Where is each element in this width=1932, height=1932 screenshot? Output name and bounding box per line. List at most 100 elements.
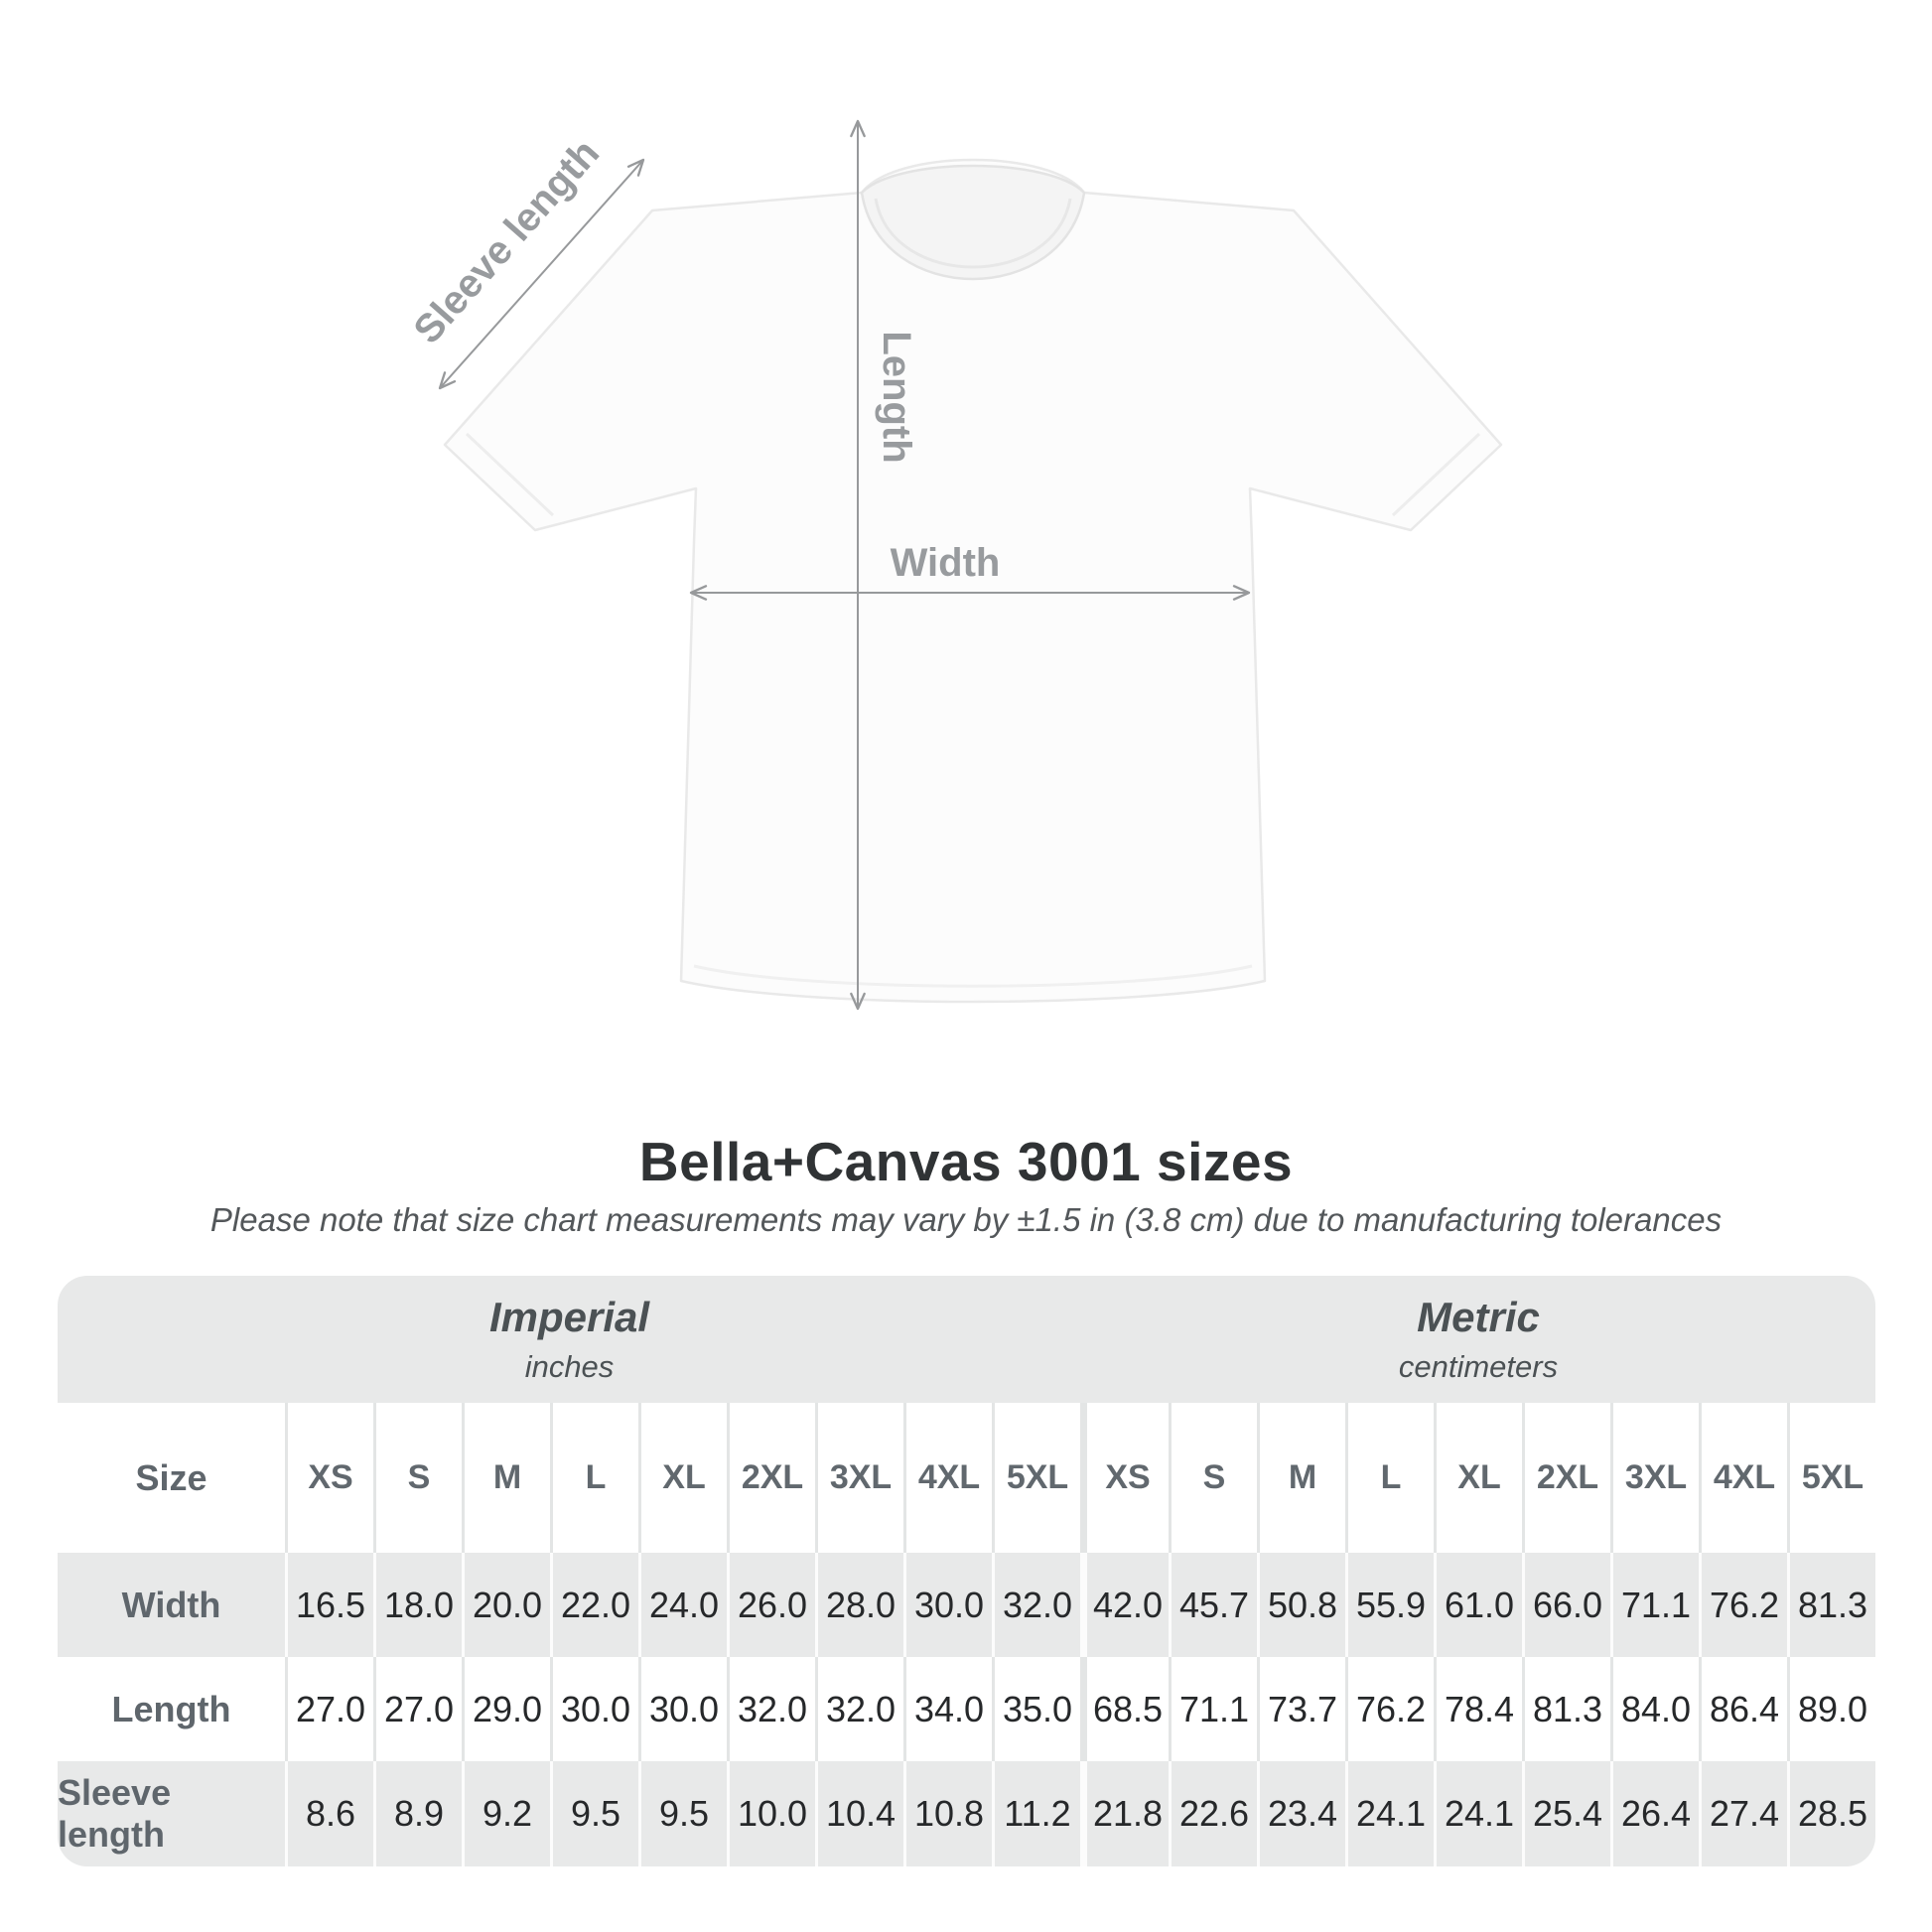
- measurement-cell: 9.5: [638, 1761, 727, 1866]
- measurement-cell: 16.5: [285, 1553, 373, 1657]
- measurement-cell: 30.0: [903, 1553, 992, 1657]
- width-label: Width: [891, 541, 1001, 585]
- table-row-sleeve-length: Sleeve length 8.6 8.9 9.2 9.5 9.5 10.0 1…: [58, 1761, 1875, 1866]
- measurement-cell: 68.5: [1080, 1657, 1169, 1761]
- size-col-header: S: [1169, 1403, 1257, 1553]
- table-row-width: Width 16.5 18.0 20.0 22.0 24.0 26.0 28.0…: [58, 1553, 1875, 1657]
- measurement-cell: 78.4: [1434, 1657, 1522, 1761]
- measurement-cell: 86.4: [1699, 1657, 1787, 1761]
- measurement-cell: 11.2: [992, 1761, 1080, 1866]
- size-col-header: S: [373, 1403, 462, 1553]
- measurement-cell: 42.0: [1080, 1553, 1169, 1657]
- measurement-cell: 71.1: [1610, 1553, 1699, 1657]
- size-table: Imperial inches Metric centimeters Size …: [58, 1276, 1875, 1866]
- tshirt-collar: [860, 164, 1086, 281]
- size-col-header: 4XL: [1699, 1403, 1787, 1553]
- size-col-header: 3XL: [1610, 1403, 1699, 1553]
- measurement-cell: 10.8: [903, 1761, 992, 1866]
- measurement-cell: 24.0: [638, 1553, 727, 1657]
- measurement-cell: 50.8: [1257, 1553, 1345, 1657]
- page-title: Bella+Canvas 3001 sizes: [638, 1131, 1294, 1192]
- measurement-cell: 23.4: [1257, 1761, 1345, 1866]
- measurement-cell: 9.2: [462, 1761, 550, 1866]
- measurement-cell: 27.4: [1699, 1761, 1787, 1866]
- measurement-cell: 34.0: [903, 1657, 992, 1761]
- size-col-header: M: [462, 1403, 550, 1553]
- measurement-cell: 30.0: [638, 1657, 727, 1761]
- table-row-length: Length 27.0 27.0 29.0 30.0 30.0 32.0 32.…: [58, 1657, 1875, 1761]
- measurement-cell: 8.9: [373, 1761, 462, 1866]
- measurement-cell: 10.4: [815, 1761, 903, 1866]
- imperial-unit: inches: [524, 1349, 615, 1384]
- tshirt-measurement-diagram: Width Length Sleeve length: [405, 119, 1503, 1011]
- size-col-header: XL: [1434, 1403, 1522, 1553]
- metric-unit: centimeters: [1398, 1349, 1559, 1384]
- measurement-cell: 8.6: [285, 1761, 373, 1866]
- length-label: Length: [875, 331, 918, 463]
- measurement-cell: 24.1: [1345, 1761, 1434, 1866]
- metric-label: Metric: [1417, 1294, 1540, 1340]
- size-col-header: 4XL: [903, 1403, 992, 1553]
- measurement-cell: 84.0: [1610, 1657, 1699, 1761]
- metric-group-header: Metric centimeters: [1081, 1276, 1875, 1403]
- row-label: Width: [121, 1584, 221, 1625]
- measurement-cell: 29.0: [462, 1657, 550, 1761]
- size-col-header: XS: [285, 1403, 373, 1553]
- measurement-cell: 32.0: [815, 1657, 903, 1761]
- row-label: Length: [111, 1688, 231, 1729]
- imperial-label: Imperial: [488, 1294, 650, 1340]
- measurement-cell: 73.7: [1257, 1657, 1345, 1761]
- size-col-header: L: [550, 1403, 638, 1553]
- size-col-header: L: [1345, 1403, 1434, 1553]
- size-row-label: Size: [135, 1456, 207, 1498]
- measurement-cell: 76.2: [1699, 1553, 1787, 1657]
- measurement-cell: 18.0: [373, 1553, 462, 1657]
- size-col-header: 2XL: [727, 1403, 815, 1553]
- imperial-group-header: Imperial inches: [58, 1276, 1081, 1403]
- measurement-cell: 81.3: [1522, 1657, 1610, 1761]
- size-col-header: 5XL: [1787, 1403, 1875, 1553]
- measurement-cell: 22.0: [550, 1553, 638, 1657]
- right-sleeve-seam: [1391, 432, 1481, 517]
- measurement-cell: 25.4: [1522, 1761, 1610, 1866]
- measurement-cell: 10.0: [727, 1761, 815, 1866]
- measurement-cell: 35.0: [992, 1657, 1080, 1761]
- measurement-cell: 20.0: [462, 1553, 550, 1657]
- measurement-cell: 28.5: [1787, 1761, 1875, 1866]
- table-row-size-header: Size XS S M L XL 2XL 3XL 4XL 5XL XS S M …: [58, 1403, 1875, 1553]
- measurement-cell: 76.2: [1345, 1657, 1434, 1761]
- size-col-header: M: [1257, 1403, 1345, 1553]
- size-col-header: 3XL: [815, 1403, 903, 1553]
- collar-ribbing-seam: [874, 198, 1072, 269]
- sleeve-dimension-arrow: [438, 158, 645, 390]
- row-label: Sleeve length: [58, 1772, 172, 1855]
- measurement-cell: 45.7: [1169, 1553, 1257, 1657]
- measurement-cell: 9.5: [550, 1761, 638, 1866]
- size-col-header: XS: [1080, 1403, 1169, 1553]
- measurement-cell: 27.0: [373, 1657, 462, 1761]
- measurement-cell: 26.0: [727, 1553, 815, 1657]
- tshirt-illustration: [443, 158, 1503, 1004]
- tolerance-note: Please note that size chart measurements…: [209, 1201, 1723, 1238]
- measurement-cell: 32.0: [727, 1657, 815, 1761]
- measurement-cell: 66.0: [1522, 1553, 1610, 1657]
- size-col-header: 5XL: [992, 1403, 1080, 1553]
- measurement-cell: 21.8: [1080, 1761, 1169, 1866]
- unit-header-band: Imperial inches Metric centimeters: [58, 1276, 1875, 1403]
- measurement-cell: 26.4: [1610, 1761, 1699, 1866]
- measurement-cell: 81.3: [1787, 1553, 1875, 1657]
- measurement-cell: 22.6: [1169, 1761, 1257, 1866]
- size-col-header: 2XL: [1522, 1403, 1610, 1553]
- measurement-cell: 28.0: [815, 1553, 903, 1657]
- left-sleeve-seam: [465, 432, 555, 517]
- measurement-cell: 27.0: [285, 1657, 373, 1761]
- size-col-header: XL: [638, 1403, 727, 1553]
- measurement-cell: 55.9: [1345, 1553, 1434, 1657]
- measurement-cell: 61.0: [1434, 1553, 1522, 1657]
- measurement-cell: 71.1: [1169, 1657, 1257, 1761]
- measurement-cell: 32.0: [992, 1553, 1080, 1657]
- hem-seam: [693, 964, 1253, 988]
- measurement-cell: 24.1: [1434, 1761, 1522, 1866]
- measurement-cell: 89.0: [1787, 1657, 1875, 1761]
